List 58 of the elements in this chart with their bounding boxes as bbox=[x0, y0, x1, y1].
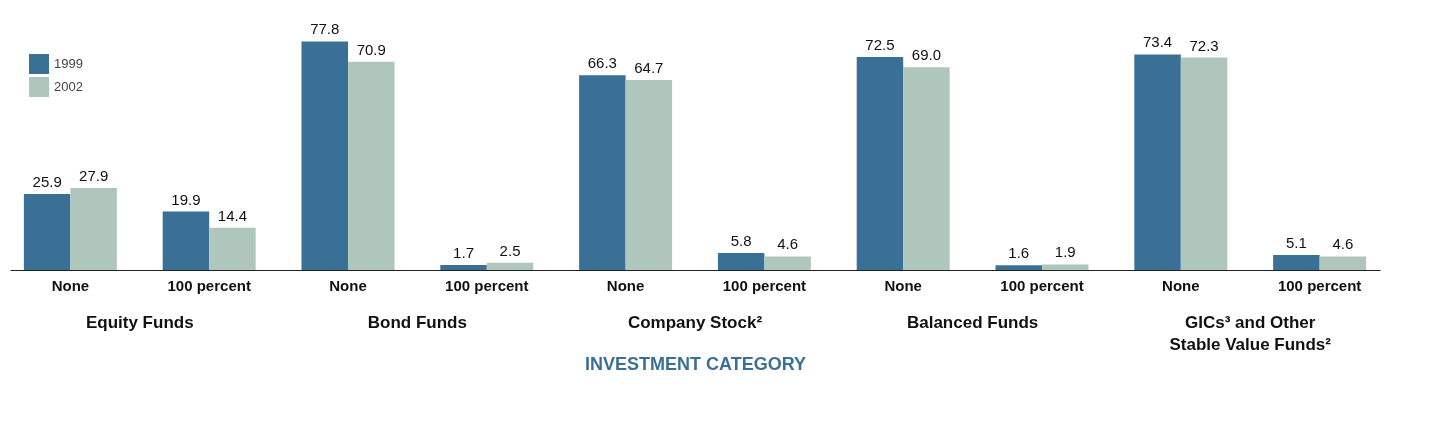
bar bbox=[162, 211, 210, 270]
text: GICs³ and Other Stable Value Funds² bbox=[1169, 313, 1332, 354]
text: Equity Funds bbox=[85, 313, 194, 332]
text: Company Stock² bbox=[627, 313, 763, 332]
x-tick-label: 100 percent bbox=[1000, 276, 1084, 294]
bar bbox=[1180, 57, 1228, 270]
data-label: 25.9 bbox=[32, 172, 62, 190]
bar bbox=[486, 262, 534, 270]
data-label: 1.7 bbox=[453, 244, 474, 262]
bar bbox=[717, 252, 765, 270]
text: Balanced Funds bbox=[906, 313, 1039, 332]
data-label: 73.4 bbox=[1142, 33, 1173, 51]
data-label: 27.9 bbox=[79, 167, 109, 185]
data-label: 77.8 bbox=[310, 20, 340, 38]
bar bbox=[301, 41, 348, 270]
x-tick-label: None bbox=[606, 276, 645, 294]
x-tick-label: None bbox=[1162, 276, 1200, 294]
x-tick-label: 100 percent bbox=[722, 276, 807, 294]
x-tick-label: 100 percent bbox=[167, 276, 251, 294]
data-label: 4.6 bbox=[1332, 235, 1354, 253]
text: Bond Funds bbox=[367, 313, 467, 332]
data-label: 1.9 bbox=[1054, 243, 1076, 261]
x-tick-label: 100 percent bbox=[445, 276, 529, 294]
bar bbox=[625, 79, 673, 270]
bar bbox=[1273, 255, 1320, 270]
bar bbox=[1134, 54, 1181, 270]
bar bbox=[995, 265, 1043, 270]
x-tick-label: 100 percent bbox=[1277, 276, 1362, 294]
bar bbox=[347, 61, 395, 270]
data-label: 70.9 bbox=[356, 40, 386, 58]
data-label: 1.6 bbox=[1008, 244, 1030, 262]
bar bbox=[209, 227, 256, 270]
data-label: 4.6 bbox=[777, 235, 799, 253]
data-label: 2.5 bbox=[499, 241, 521, 259]
bar bbox=[764, 256, 811, 270]
x-tick-label: None bbox=[51, 276, 90, 294]
x-tick-label: None bbox=[884, 276, 922, 294]
bar bbox=[903, 67, 950, 270]
data-label: 5.8 bbox=[730, 231, 752, 249]
data-label: 72.5 bbox=[865, 36, 895, 54]
legend-label: 1999 bbox=[54, 56, 83, 71]
legend-label: 2002 bbox=[54, 79, 83, 94]
bar bbox=[579, 75, 626, 270]
bar bbox=[1042, 264, 1089, 270]
data-label: 64.7 bbox=[634, 58, 664, 76]
bar bbox=[23, 193, 71, 270]
bar bbox=[70, 188, 117, 270]
data-label: 5.1 bbox=[1285, 234, 1307, 252]
bar bbox=[440, 265, 487, 270]
data-label: 19.9 bbox=[171, 190, 201, 208]
data-label: 72.3 bbox=[1189, 36, 1219, 54]
x-axis-title: INVESTMENT CATEGORY bbox=[584, 353, 807, 374]
data-label: 14.4 bbox=[217, 206, 248, 224]
data-label: 66.3 bbox=[587, 54, 617, 72]
bar bbox=[1319, 256, 1367, 270]
data-label: 69.0 bbox=[911, 46, 942, 64]
x-tick-label: None bbox=[329, 276, 367, 294]
bar bbox=[856, 57, 904, 270]
